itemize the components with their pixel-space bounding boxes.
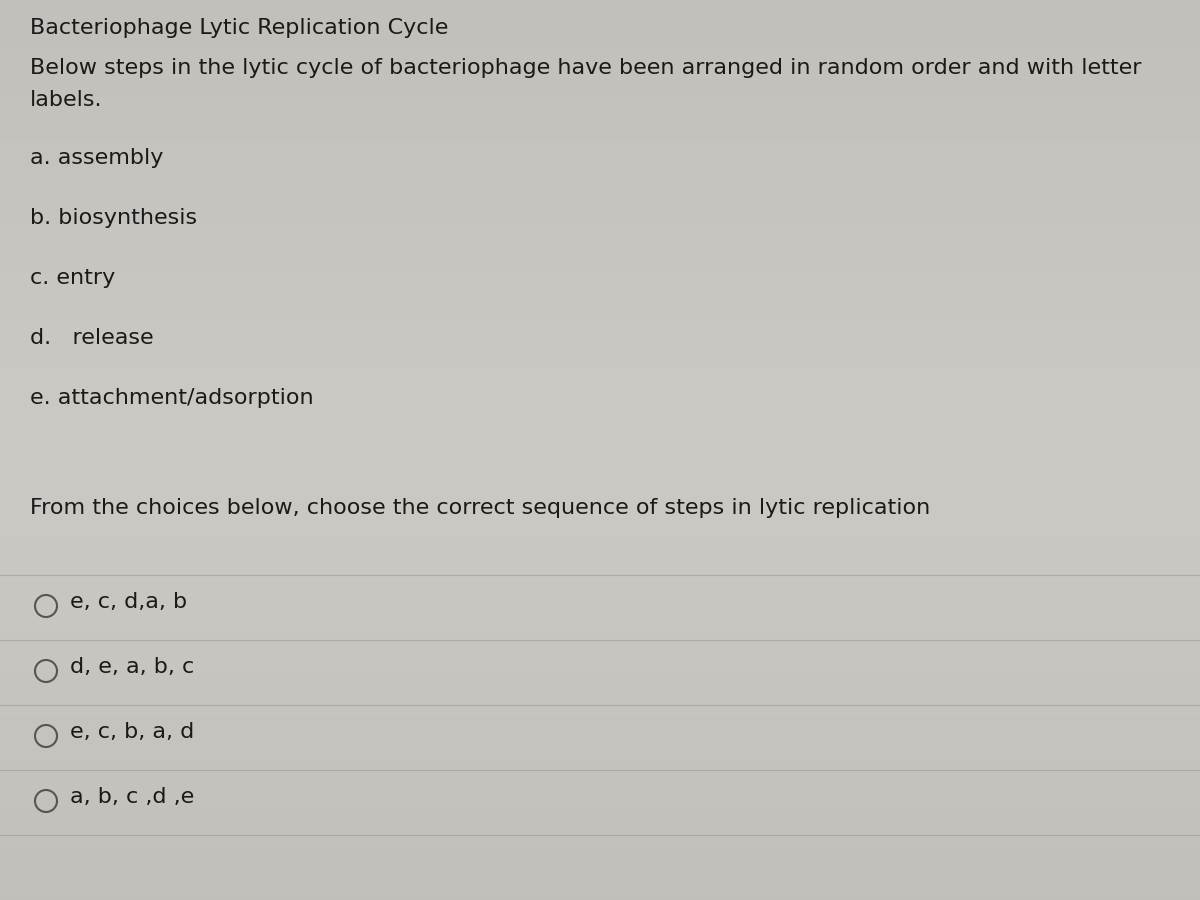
Text: c. entry: c. entry (30, 268, 115, 288)
Text: Bacteriophage Lytic Replication Cycle: Bacteriophage Lytic Replication Cycle (30, 18, 449, 38)
Text: e. attachment/adsorption: e. attachment/adsorption (30, 388, 313, 408)
Text: d.   release: d. release (30, 328, 154, 348)
Text: labels.: labels. (30, 90, 102, 110)
Text: b. biosynthesis: b. biosynthesis (30, 208, 197, 228)
Text: From the choices below, choose the correct sequence of steps in lytic replicatio: From the choices below, choose the corre… (30, 498, 930, 518)
Text: a. assembly: a. assembly (30, 148, 163, 168)
Text: e, c, d,a, b: e, c, d,a, b (70, 592, 187, 612)
Text: a, b, c ,d ,e: a, b, c ,d ,e (70, 787, 194, 807)
Text: e, c, b, a, d: e, c, b, a, d (70, 722, 194, 742)
Text: d, e, a, b, c: d, e, a, b, c (70, 657, 194, 677)
Text: Below steps in the lytic cycle of bacteriophage have been arranged in random ord: Below steps in the lytic cycle of bacter… (30, 58, 1141, 78)
